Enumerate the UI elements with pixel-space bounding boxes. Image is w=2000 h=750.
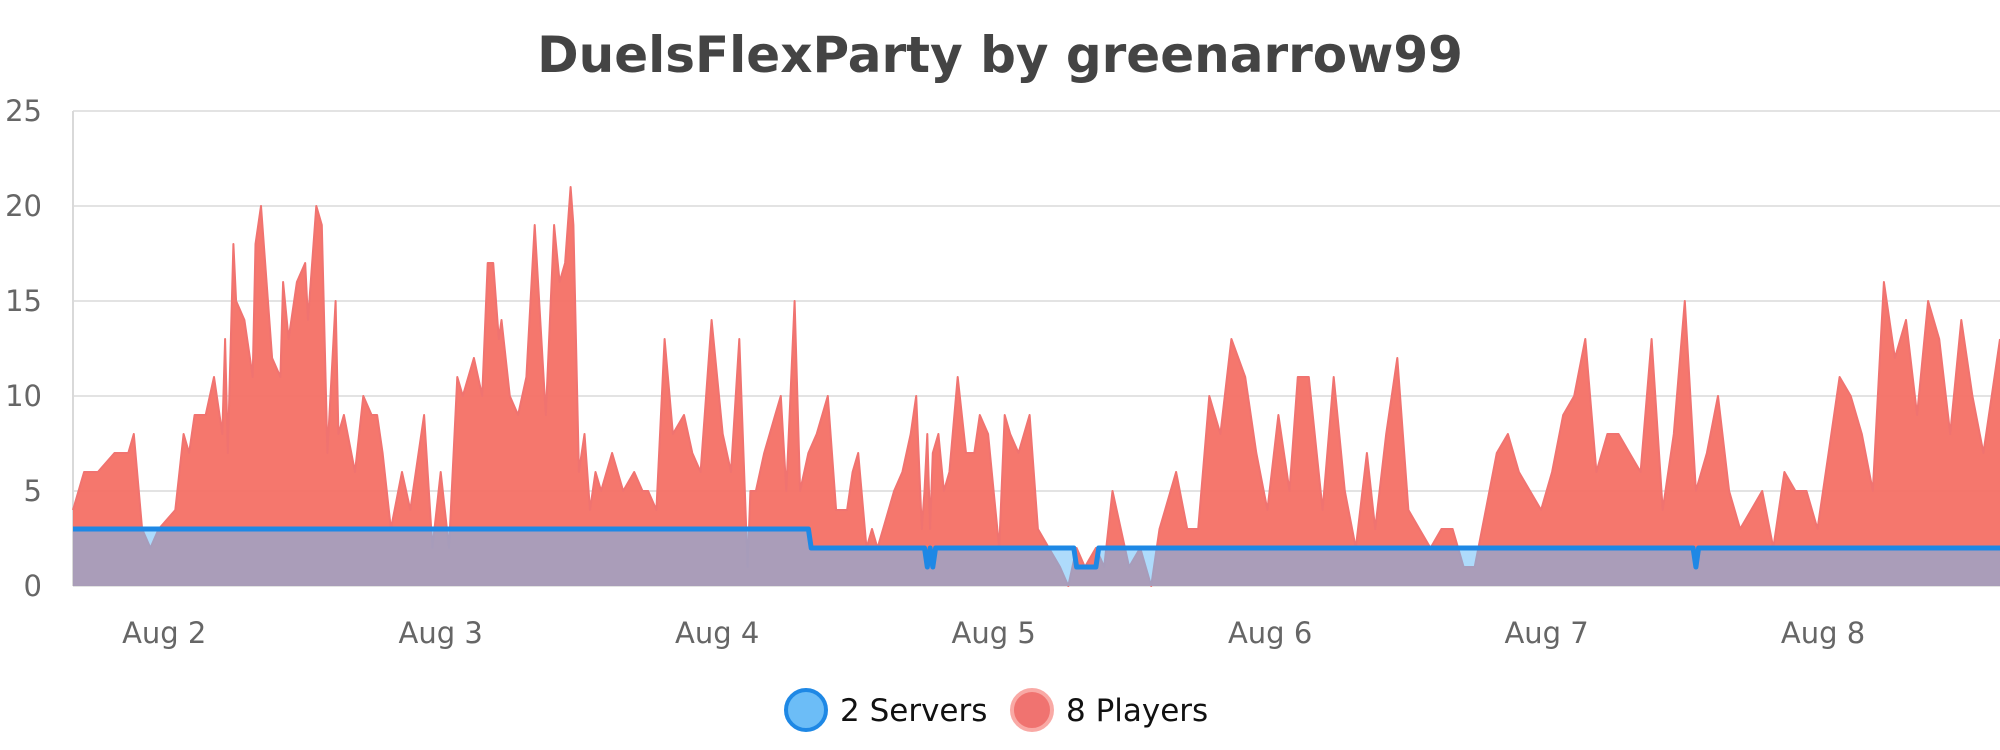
legend-marker-0[interactable] <box>784 688 828 732</box>
legend-label-1[interactable]: 8 Players <box>1066 693 1208 729</box>
y-tick-label: 15 <box>5 284 42 318</box>
x-tick-label: Aug 2 <box>122 616 206 650</box>
y-axis-ticks: 0 5 10 15 20 25 <box>5 94 42 603</box>
x-axis-ticks: Aug 2 Aug 3 Aug 4 Aug 5 Aug 6 Aug 7 Aug 8 <box>122 616 1865 650</box>
series-line-0 <box>73 526 2000 570</box>
y-tick-label: 20 <box>5 189 42 223</box>
x-tick-label: Aug 6 <box>1228 616 1312 650</box>
x-tick-label: Aug 8 <box>1781 616 1865 650</box>
legend-label-0[interactable]: 2 Servers <box>840 693 987 729</box>
x-tick-label: Aug 7 <box>1504 616 1588 650</box>
chart-title: DuelsFlexParty by greenarrow99 <box>537 26 1463 84</box>
series-line-1 <box>72 186 2000 587</box>
x-tick-label: Aug 5 <box>951 616 1035 650</box>
y-tick-label: 10 <box>5 379 42 413</box>
legend: 2 Servers 8 Players <box>784 688 1208 732</box>
y-tick-label: 5 <box>24 474 42 508</box>
x-tick-label: Aug 3 <box>399 616 483 650</box>
x-tick-label: Aug 4 <box>675 616 759 650</box>
series-area-1 <box>73 187 2000 586</box>
y-tick-label: 0 <box>24 569 42 603</box>
series-area-0 <box>73 529 2000 586</box>
plot-area <box>72 186 2000 587</box>
legend-marker-1[interactable] <box>1010 688 1054 732</box>
y-tick-label: 25 <box>5 94 42 128</box>
